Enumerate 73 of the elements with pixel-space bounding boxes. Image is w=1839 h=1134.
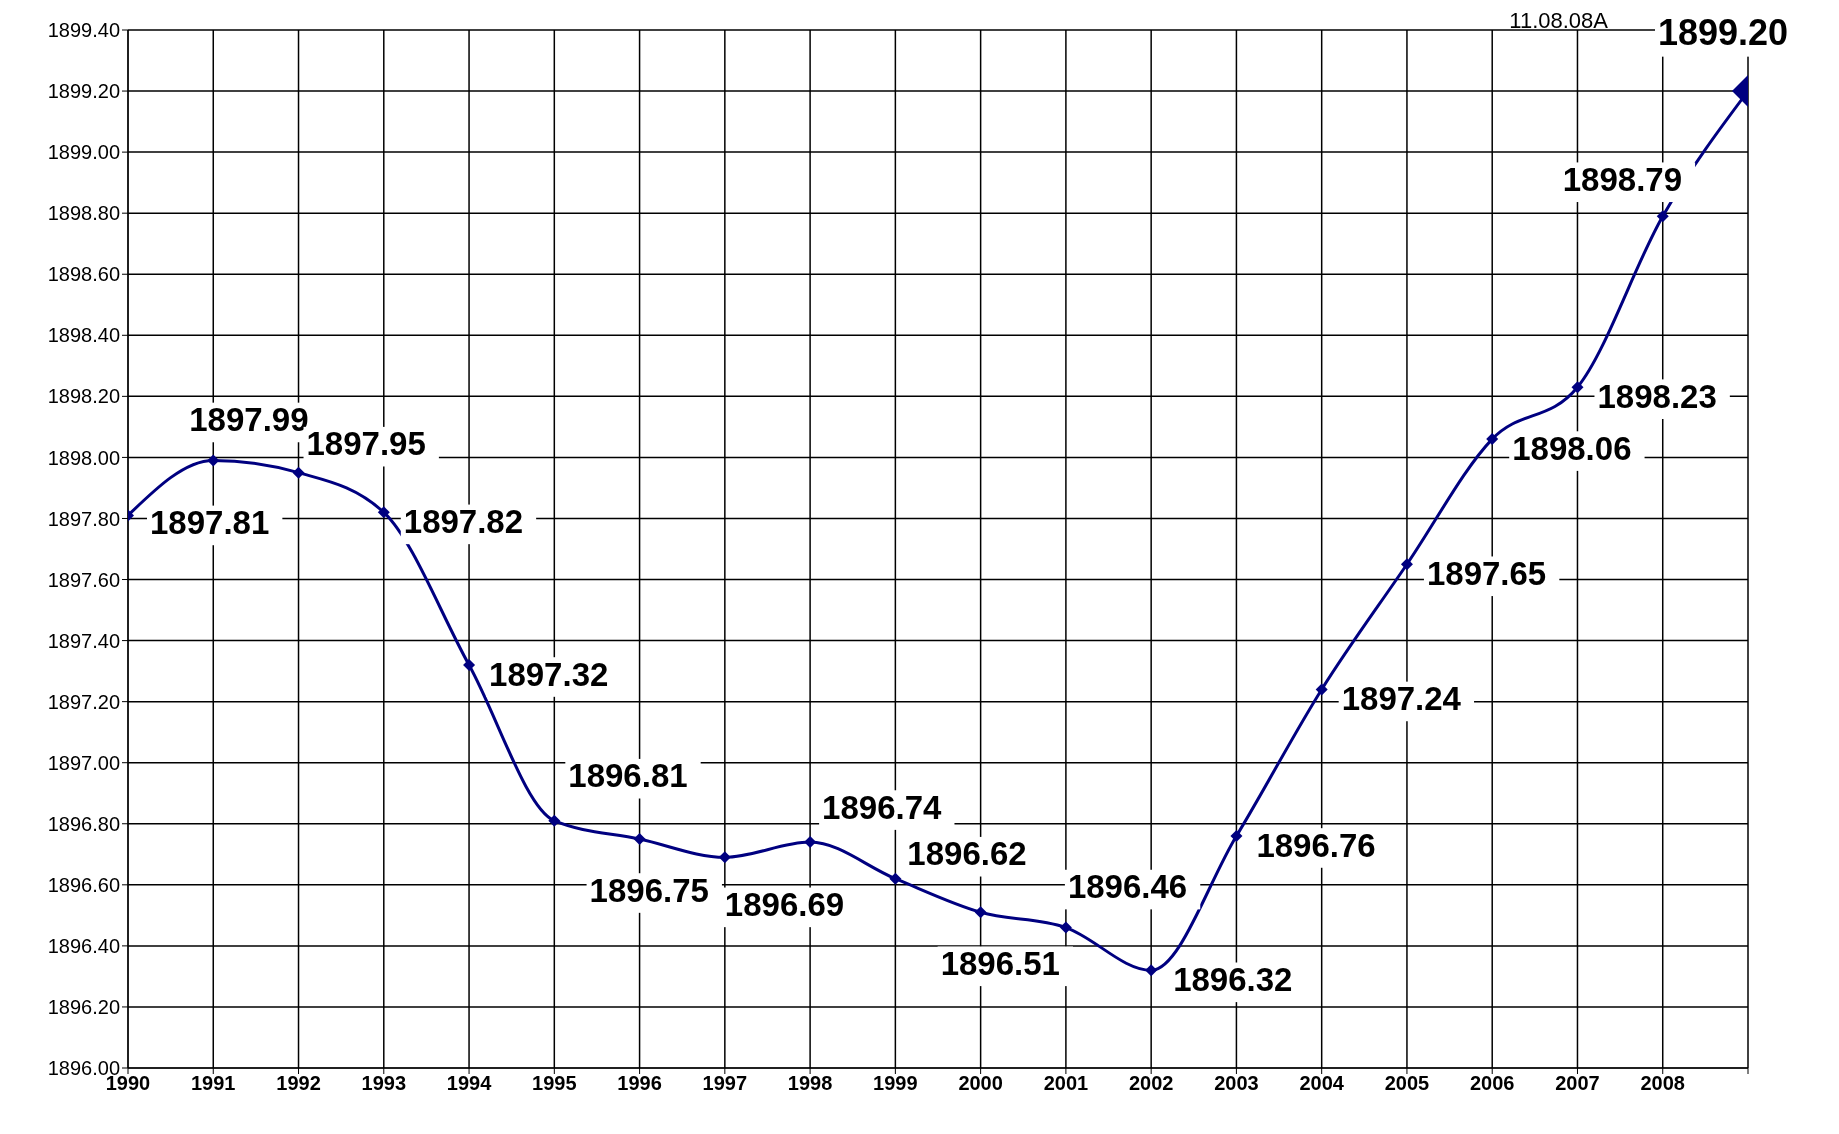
data-label: 1898.23 [1597, 377, 1717, 415]
y-tick-label: 1899.40 [47, 19, 120, 42]
data-label: 1898.06 [1512, 429, 1632, 467]
data-label: 1896.46 [1067, 868, 1188, 906]
y-tick-label: 1898.00 [47, 446, 120, 469]
y-tick-label: 1896.40 [47, 934, 120, 957]
data-label: 1897.32 [489, 655, 609, 693]
data-label: 1896.74 [822, 788, 943, 826]
y-tick-label: 1899.20 [47, 80, 120, 103]
data-label: 1896.81 [568, 757, 688, 795]
y-tick-label: 1896.60 [47, 873, 120, 896]
point [463, 659, 476, 672]
x-tick-label: 2002 [1128, 1072, 1174, 1095]
x-tick-label: 1996 [617, 1072, 662, 1095]
data-label: 1897.95 [306, 425, 426, 463]
y-tick-label: 1897.80 [47, 507, 120, 530]
x-tick-label: 1992 [276, 1072, 321, 1095]
data-label: 1899.20 [1658, 11, 1789, 53]
point [1230, 829, 1243, 842]
x-tick-label: 1999 [873, 1072, 918, 1095]
point [207, 454, 220, 467]
y-tick-label: 1898.80 [47, 202, 120, 225]
y-tick-label: 1897.20 [47, 690, 120, 713]
x-tick-label: 2003 [1214, 1072, 1259, 1095]
y-tick-label: 1897.40 [47, 629, 120, 652]
x-tick-label: 2000 [958, 1072, 1003, 1095]
x-tick-label: 1995 [532, 1072, 577, 1095]
x-tick-label: 2004 [1299, 1072, 1345, 1095]
data-label: 1896.32 [1173, 961, 1293, 999]
x-tick-label: 1994 [446, 1072, 493, 1095]
data-label: 1897.82 [403, 503, 524, 541]
y-tick-label: 1897.00 [47, 751, 120, 774]
data-label: 1897.99 [189, 401, 309, 439]
y-tick-label: 1896.80 [47, 812, 120, 835]
x-tick-label: 2006 [1469, 1072, 1515, 1095]
point [633, 833, 646, 846]
point [1059, 921, 1072, 934]
x-tick-label: 2007 [1555, 1072, 1600, 1095]
y-tick-label: 1898.40 [47, 324, 120, 347]
data-label: 1897.24 [1341, 680, 1462, 718]
data-label: 1898.79 [1562, 160, 1683, 198]
data-label: 1897.65 [1426, 554, 1547, 592]
x-tick-label: 2005 [1384, 1072, 1430, 1095]
point [1571, 381, 1584, 394]
annotation: 11.08.08A [1509, 8, 1608, 34]
point [718, 851, 731, 864]
y-tick-label: 1898.60 [47, 263, 120, 286]
point [1145, 964, 1158, 977]
data-label: 1896.51 [940, 945, 1060, 983]
data-label: 1897.81 [150, 504, 270, 542]
y-tick-label: 1896.20 [47, 996, 120, 1019]
data-label: 1896.62 [907, 835, 1027, 873]
x-tick-label: 2001 [1043, 1072, 1089, 1095]
point [974, 906, 987, 919]
point [548, 814, 561, 827]
point [292, 466, 305, 479]
point [377, 506, 390, 519]
y-tick-label: 1897.60 [47, 568, 120, 591]
point [889, 872, 902, 885]
y-tick-label: 1899.00 [47, 141, 120, 164]
x-tick-label: 1993 [361, 1072, 407, 1095]
x-tick-label: 1991 [191, 1072, 236, 1095]
point [1486, 433, 1499, 446]
y-tick-label: 1898.20 [47, 385, 120, 408]
x-tick-label: 1998 [787, 1072, 833, 1095]
point [1315, 683, 1328, 696]
x-tick-label: 1997 [702, 1072, 748, 1095]
point [1400, 558, 1413, 571]
x-tick-label: 2008 [1640, 1072, 1685, 1095]
point [1656, 210, 1669, 223]
data-label: 1896.69 [724, 886, 845, 924]
data-label: 1896.75 [589, 871, 709, 909]
data-label: 1896.76 [1256, 826, 1376, 864]
